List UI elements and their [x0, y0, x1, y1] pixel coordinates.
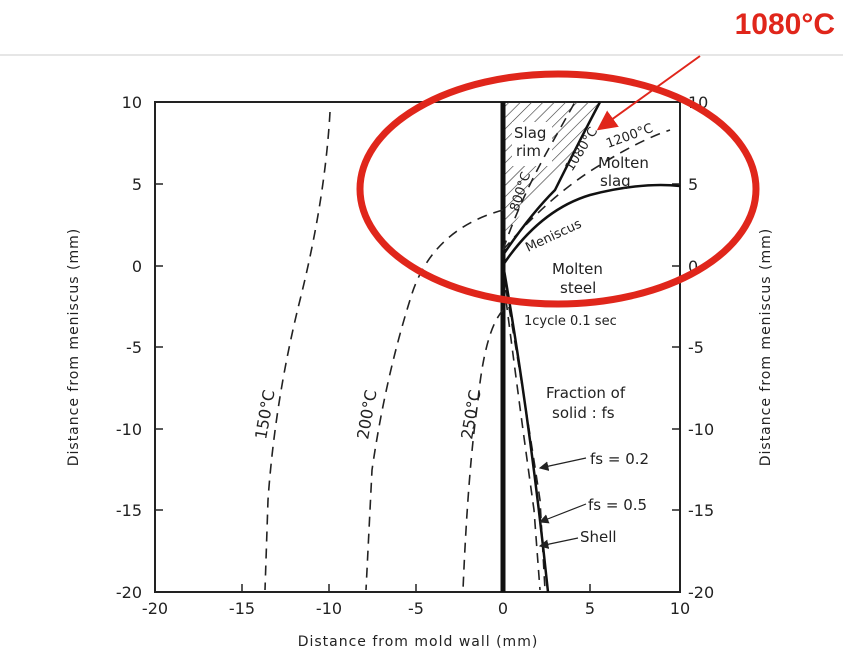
fraction-label: Fraction of [546, 384, 626, 402]
fs-02-line [505, 289, 546, 591]
header-divider [0, 54, 843, 56]
shell-label: Shell [580, 528, 617, 546]
x-tick: 10 [670, 599, 690, 618]
isotherm-1200 [502, 129, 671, 251]
y-tick-left: -5 [126, 338, 142, 357]
fs05-label: fs = 0.5 [588, 496, 647, 514]
x-tick: -10 [316, 599, 342, 618]
label-1200: 1200°C [604, 121, 655, 152]
y-tick-left: 10 [122, 93, 142, 112]
mold-isotherms [264, 101, 671, 591]
callout-arrow [596, 55, 701, 131]
y-tick-left: -15 [116, 501, 142, 520]
x-tick: 5 [585, 599, 595, 618]
x-tick: -15 [229, 599, 255, 618]
y-axis-title-right: Distance from meniscus (mm) [758, 228, 774, 467]
y-tick-right: -20 [688, 583, 714, 602]
y-tick-right: -5 [688, 338, 704, 357]
isotherm-1080 [501, 101, 602, 256]
isotherm-200 [365, 209, 504, 591]
isotherm-800 [502, 101, 576, 251]
temperature-callout: 1080°C [734, 8, 835, 41]
label-200: 200°C [353, 388, 380, 440]
fs-05-line [505, 299, 541, 591]
meniscus-curve [501, 183, 681, 266]
molten-slag-label: slag [600, 172, 631, 190]
highlight-ellipse [356, 70, 760, 308]
tick-marks [155, 183, 680, 592]
x-tick: -5 [408, 599, 424, 618]
label-250: 250°C [457, 388, 484, 440]
pointer-arrows [538, 457, 587, 549]
meniscus-label: Meniscus [523, 217, 584, 256]
y-tick-right: -15 [688, 501, 714, 520]
y-axis-title-left: Distance from meniscus (mm) [66, 228, 82, 467]
slag-rim-label-bg [512, 122, 552, 166]
y-tick-left: 0 [132, 257, 142, 276]
x-axis-title: Distance from mold wall (mm) [298, 634, 539, 650]
y-tick-left: 5 [132, 175, 142, 194]
y-tick-right: -10 [688, 420, 714, 439]
slag-rim-label: rim [516, 142, 541, 160]
y-tick-right: 5 [688, 175, 698, 194]
y-tick-right: 0 [688, 257, 698, 276]
molten-slag-label: Molten [598, 154, 649, 172]
y-tick-left: -20 [116, 583, 142, 602]
fs02-label: fs = 0.2 [590, 450, 649, 468]
cycle-label: 1cycle 0.1 sec [524, 314, 617, 329]
y-tick-left: -10 [116, 420, 142, 439]
x-tick: -20 [142, 599, 168, 618]
molten-steel-label: steel [560, 279, 596, 297]
x-tick: 0 [498, 599, 508, 618]
fraction-label: solid : fs [552, 404, 615, 422]
isotherm-150 [264, 111, 331, 591]
isotherm-250 [462, 309, 504, 591]
slag-rim-label: Slag [514, 124, 546, 142]
molten-steel-label: Molten [552, 260, 603, 278]
